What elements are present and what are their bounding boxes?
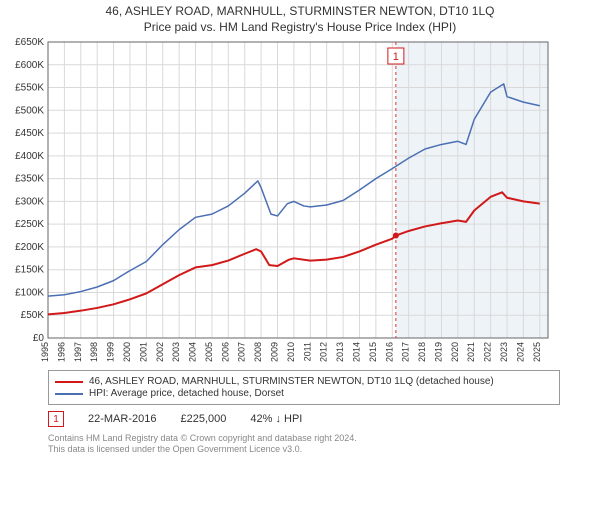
y-axis-label: £300K [15,196,44,207]
x-axis-label: 1995 [40,342,50,362]
footer-line2: This data is licensed under the Open Gov… [48,444,560,455]
y-axis-label: £550K [15,83,44,94]
sale-date: 22-MAR-2016 [88,413,156,425]
x-axis-label: 2017 [401,342,411,362]
sale-marker: 1 [48,411,64,427]
x-axis-label: 1999 [106,342,116,362]
x-axis-label: 2001 [138,342,148,362]
chart-title-line2: Price paid vs. HM Land Registry's House … [0,20,600,34]
x-axis-label: 2025 [532,342,542,362]
x-axis-label: 2016 [384,342,394,362]
sale-delta: 42% ↓ HPI [250,413,302,425]
x-axis-label: 1997 [73,342,83,362]
x-axis-label: 2006 [220,342,230,362]
y-axis-label: £350K [15,174,44,185]
x-axis-label: 1996 [56,342,66,362]
x-axis-label: 2004 [188,342,198,362]
x-axis-label: 2018 [417,342,427,362]
x-axis-label: 2002 [155,342,165,362]
y-axis-label: £600K [15,60,44,71]
sale-callout-label: 1 [393,51,399,63]
legend-item: 46, ASHLEY ROAD, MARNHULL, STURMINSTER N… [55,376,553,387]
x-axis-label: 2015 [368,342,378,362]
footer-line1: Contains HM Land Registry data © Crown c… [48,433,560,444]
projection-band [396,42,548,338]
chart-title-line1: 46, ASHLEY ROAD, MARNHULL, STURMINSTER N… [0,4,600,18]
legend-label: 46, ASHLEY ROAD, MARNHULL, STURMINSTER N… [89,376,494,387]
y-axis-label: £250K [15,219,44,230]
line-chart: £0£50K£100K£150K£200K£250K£300K£350K£400… [0,34,560,364]
y-axis-label: £450K [15,128,44,139]
y-axis-label: £100K [15,287,44,298]
x-axis-label: 2000 [122,342,132,362]
x-axis-label: 1998 [89,342,99,362]
sale-details-row: 1 22-MAR-2016 £225,000 42% ↓ HPI [48,411,560,427]
sale-price: £225,000 [180,413,226,425]
y-axis-label: £150K [15,265,44,276]
x-axis-label: 2019 [433,342,443,362]
chart-area: £0£50K£100K£150K£200K£250K£300K£350K£400… [0,34,600,364]
legend-label: HPI: Average price, detached house, Dors… [89,388,284,399]
x-axis-label: 2010 [286,342,296,362]
x-axis-label: 2005 [204,342,214,362]
y-axis-label: £200K [15,242,44,253]
sale-point [393,233,399,239]
x-axis-label: 2024 [515,342,525,362]
x-axis-label: 2014 [351,342,361,362]
x-axis-label: 2020 [450,342,460,362]
footer-attribution: Contains HM Land Registry data © Crown c… [48,433,560,456]
y-axis-label: £400K [15,151,44,162]
x-axis-label: 2007 [237,342,247,362]
y-axis-label: £650K [15,37,44,48]
legend: 46, ASHLEY ROAD, MARNHULL, STURMINSTER N… [48,370,560,405]
x-axis-label: 2011 [302,342,312,361]
x-axis-label: 2012 [319,342,329,362]
x-axis-label: 2008 [253,342,263,362]
x-axis-label: 2003 [171,342,181,362]
y-axis-label: £500K [15,105,44,116]
x-axis-label: 2023 [499,342,509,362]
legend-item: HPI: Average price, detached house, Dors… [55,388,553,399]
y-axis-label: £50K [21,310,45,321]
legend-swatch [55,381,83,383]
legend-swatch [55,393,83,395]
x-axis-label: 2009 [270,342,280,362]
x-axis-label: 2021 [466,342,476,362]
x-axis-label: 2013 [335,342,345,362]
x-axis-label: 2022 [483,342,493,362]
